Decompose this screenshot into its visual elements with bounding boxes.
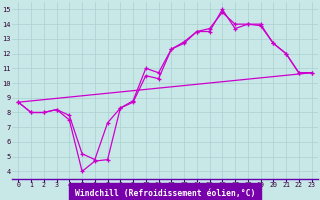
X-axis label: Windchill (Refroidissement éolien,°C): Windchill (Refroidissement éolien,°C) <box>75 189 255 198</box>
